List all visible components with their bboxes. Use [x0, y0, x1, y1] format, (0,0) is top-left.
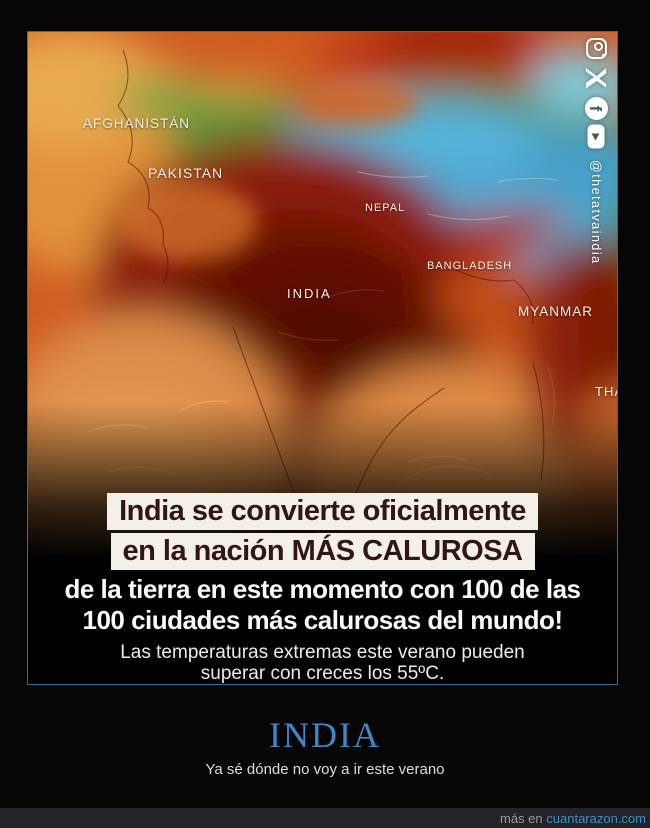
- facebook-icon: f: [584, 97, 608, 120]
- detail-text: Las temperaturas extremas este verano pu…: [28, 642, 617, 684]
- watermark-social-strip: f @thetatvaindia: [584, 38, 608, 265]
- headline-overlay: India se convierte oficialmente en la na…: [28, 493, 617, 684]
- map-label-afghanistan: AFGHANISTÁN: [83, 116, 191, 131]
- instagram-icon: [585, 38, 607, 59]
- detail-line1: Las temperaturas extremas este verano pu…: [120, 642, 525, 663]
- map-label-thailand: THA: [595, 384, 617, 399]
- map-label-india: INDIA: [287, 286, 332, 301]
- map-label-nepal: NEPAL: [365, 202, 406, 214]
- subheadline-line1: de la tierra en este momento con 100 de …: [64, 574, 581, 604]
- site-footer-bar: más en cuantarazon.com: [0, 808, 650, 828]
- site-link[interactable]: cuantarazon.com: [546, 810, 646, 826]
- instagram-lens: [593, 42, 603, 51]
- india-heatmap: AFGHANISTÁN PAKISTAN NEPAL BANGLADESH IN…: [28, 32, 617, 560]
- instagram-flash-dot: [601, 54, 605, 57]
- map-label-myanmar: MYANMAR: [518, 304, 594, 319]
- footer-prefix-text: más en: [500, 810, 547, 826]
- subheadline: de la tierra en este momento con 100 de …: [28, 574, 617, 636]
- x-icon: [585, 67, 607, 89]
- headline-line2: en la nación MÁS CALUROSA: [110, 533, 535, 570]
- subheadline-line2: 100 ciudades más calurosas del mundo!: [82, 605, 563, 635]
- post-title: INDIA: [269, 715, 381, 755]
- map-label-pakistan: PAKISTAN: [148, 165, 224, 181]
- meme-card: AFGHANISTÁN PAKISTAN NEPAL BANGLADESH IN…: [27, 31, 618, 685]
- watermark-handle: @thetatvaindia: [589, 160, 603, 265]
- youtube-icon: [587, 124, 605, 149]
- detail-line2: superar con creces los 55ºC.: [200, 663, 445, 684]
- map-label-bangladesh: BANGLADESH: [427, 260, 513, 272]
- headline-line1: India se convierte oficialmente: [107, 493, 538, 530]
- post-caption: Ya sé dónde no voy a ir este verano: [205, 761, 445, 778]
